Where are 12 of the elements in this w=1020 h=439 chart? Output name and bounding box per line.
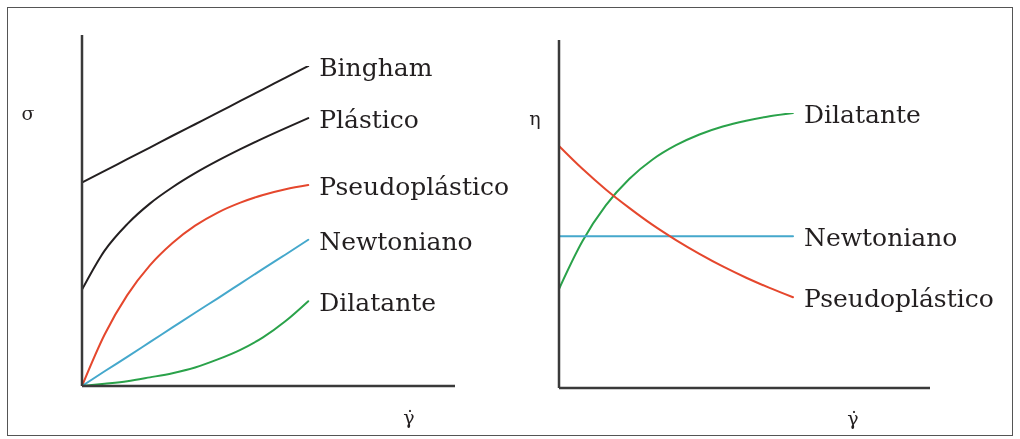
series-label: Dilatante [804,99,921,129]
x-axis-title: γ̇ [847,406,859,430]
x-axis-title: γ̇ [403,405,415,429]
series-label: Newtoniano [319,226,473,256]
series-label: Bingham [319,52,433,82]
series-label: Pseudoplástico [804,283,994,313]
series-label: Newtoniano [804,222,958,252]
series-label: Plástico [319,104,419,134]
series-label: Pseudoplástico [319,171,510,201]
series-label: Dilatante [319,287,437,317]
y-axis-title: σ [21,101,35,124]
y-axis-title: η [529,106,541,129]
